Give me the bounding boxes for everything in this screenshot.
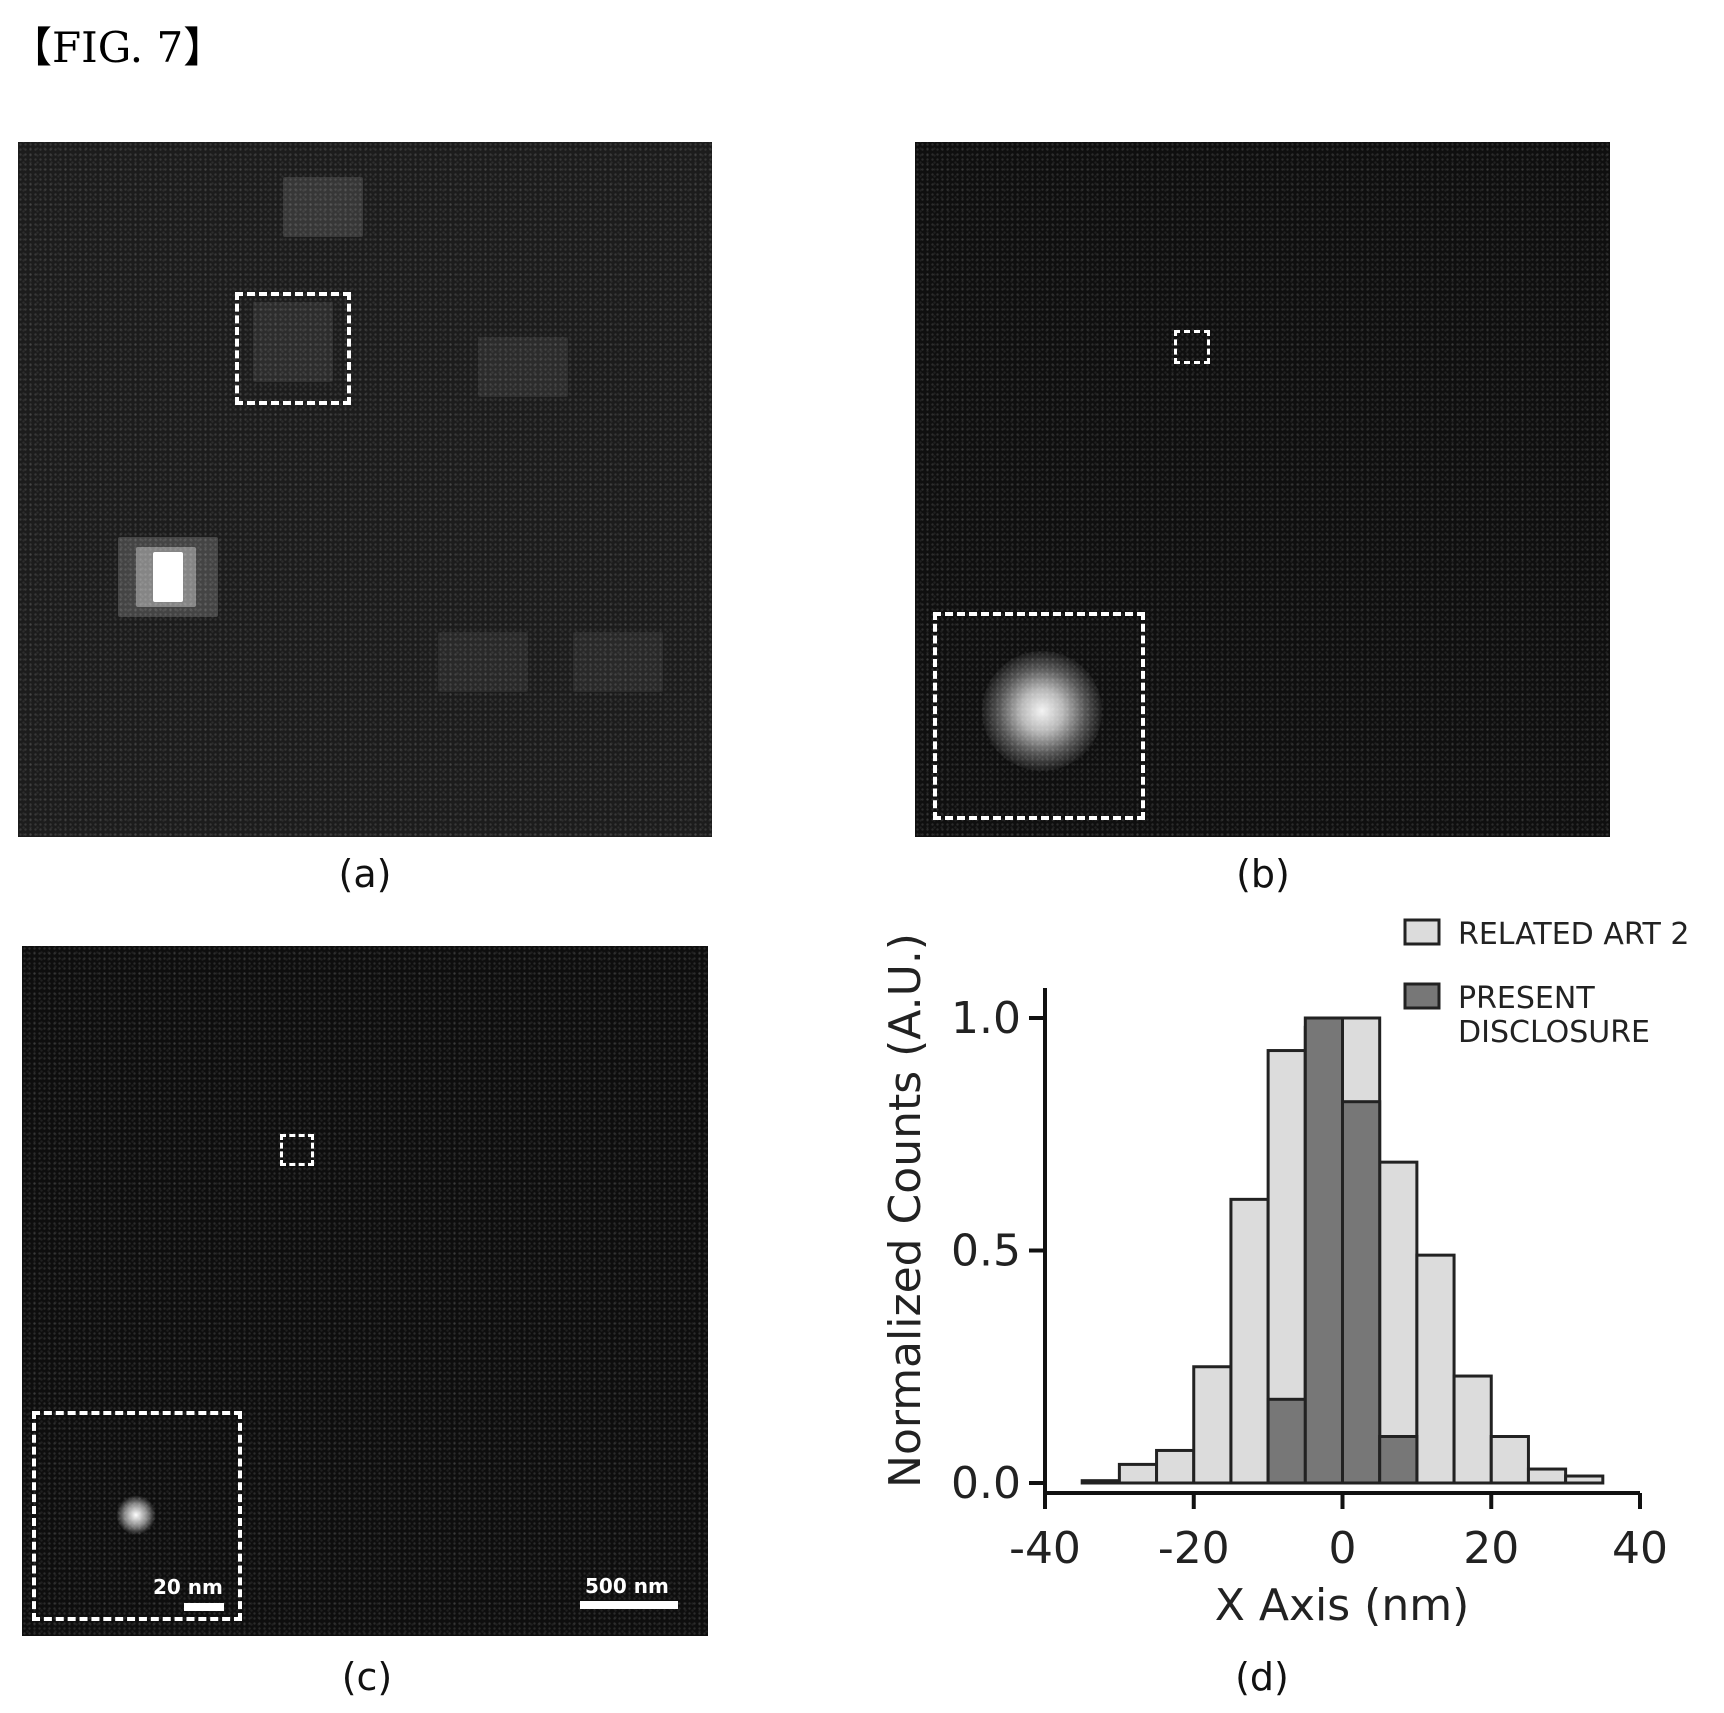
inset-scale-bar: [184, 1603, 224, 1611]
panel-c-caption: (c): [341, 1655, 393, 1699]
zoom-region-box: [235, 292, 351, 405]
legend: RELATED ART 2 PRESENT DISCLOSURE: [1403, 917, 1689, 1050]
bar-related-art: [1378, 1160, 1419, 1485]
figure-label: 【FIG. 7】: [10, 23, 226, 72]
panel-a-caption: (a): [338, 852, 392, 896]
zoom-region-box: [280, 1134, 314, 1166]
bright-spot: [153, 552, 183, 602]
bar-related-art: [1564, 1474, 1605, 1485]
spot: [438, 632, 528, 692]
panel-b-caption: (b): [1236, 852, 1290, 896]
y-axis-label: Normalized Counts (A.U.): [880, 933, 931, 1488]
inset-scale-label: 20 nm: [153, 1575, 223, 1599]
spot: [253, 302, 333, 382]
x-tick-label: 40: [1612, 1523, 1668, 1574]
panel-c-image: 20 nm 500 nm: [22, 946, 708, 1636]
scale-label: 500 nm: [585, 1574, 669, 1598]
legend-swatch-related-art: [1403, 918, 1441, 946]
bar-related-art: [1080, 1479, 1121, 1485]
panel-a-image: [18, 142, 712, 837]
legend-swatch-present: [1403, 982, 1441, 1010]
spot: [478, 337, 568, 397]
localization-cloud: [116, 1495, 156, 1535]
spot: [283, 177, 363, 237]
legend-label-related-art: RELATED ART 2: [1458, 917, 1689, 952]
x-tick-label: 0: [1329, 1523, 1357, 1574]
x-tick-label: -40: [1009, 1523, 1081, 1574]
localization-cloud: [982, 651, 1102, 771]
bar-related-art: [1192, 1365, 1233, 1485]
inset-box: 20 nm: [32, 1411, 242, 1621]
x-tick-label: 20: [1463, 1523, 1519, 1574]
spot: [573, 632, 663, 692]
zoom-region-box: [1174, 330, 1210, 364]
bar-related-art: [1415, 1253, 1456, 1485]
x-tick-label: -20: [1158, 1523, 1230, 1574]
bar-present-disclosure: [1303, 1016, 1344, 1485]
bar-related-art: [1452, 1374, 1493, 1485]
bar-present-disclosure: [1341, 1100, 1382, 1485]
y-tick-label: 0.5: [951, 1226, 1021, 1277]
legend-label-present: PRESENT DISCLOSURE: [1458, 981, 1650, 1050]
scale-bar: [580, 1601, 678, 1609]
inset-box: [933, 612, 1145, 820]
panel-b-image: [915, 142, 1610, 837]
x-axis-label: X Axis (nm): [1215, 1580, 1469, 1631]
y-tick-label: 0.0: [951, 1458, 1021, 1509]
bar-present-disclosure: [1378, 1435, 1419, 1485]
panel-d-caption: (d): [1235, 1655, 1289, 1699]
bar-related-art: [1117, 1462, 1159, 1485]
histogram-chart: -40 -20 0 20 40 0.0 0.5 1.0 Normalized Counts (…: [880, 917, 1689, 1631]
bar-related-art: [1229, 1197, 1270, 1485]
bar-present-disclosure: [1266, 1397, 1307, 1485]
bar-related-art: [1155, 1448, 1196, 1485]
legend-label-present-line1: PRESENT: [1458, 981, 1595, 1016]
bar-related-art: [1526, 1467, 1568, 1485]
legend-label-present-line2: DISCLOSURE: [1458, 1015, 1650, 1050]
bar-related-art: [1489, 1435, 1530, 1485]
y-tick-label: 1.0: [951, 993, 1021, 1044]
